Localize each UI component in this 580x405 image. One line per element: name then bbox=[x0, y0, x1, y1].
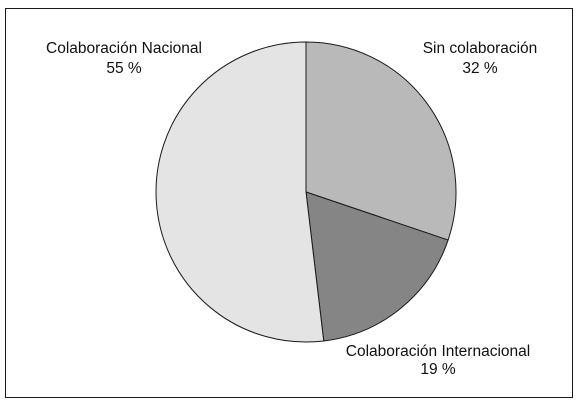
pie-slices bbox=[155, 41, 457, 343]
slice-value-colaboracion-nacional: 55 % bbox=[106, 60, 142, 77]
slice-label-sin-colaboracion: Sin colaboración bbox=[423, 40, 538, 57]
pie-slice-colaboracion-nacional bbox=[155, 41, 325, 343]
slice-value-sin-colaboracion: 32 % bbox=[462, 60, 498, 77]
pie-slice-colaboracion-internacional bbox=[305, 191, 449, 342]
slice-label-colaboracion-internacional: Colaboración Internacional bbox=[346, 343, 530, 360]
pie-labels: Sin colaboración 32 % Colaboración Inter… bbox=[46, 40, 537, 378]
slice-value-colaboracion-internacional: 19 % bbox=[420, 361, 456, 378]
pie-slice-sin-colaboracion bbox=[305, 41, 457, 241]
slice-label-colaboracion-nacional: Colaboración Nacional bbox=[46, 40, 202, 57]
